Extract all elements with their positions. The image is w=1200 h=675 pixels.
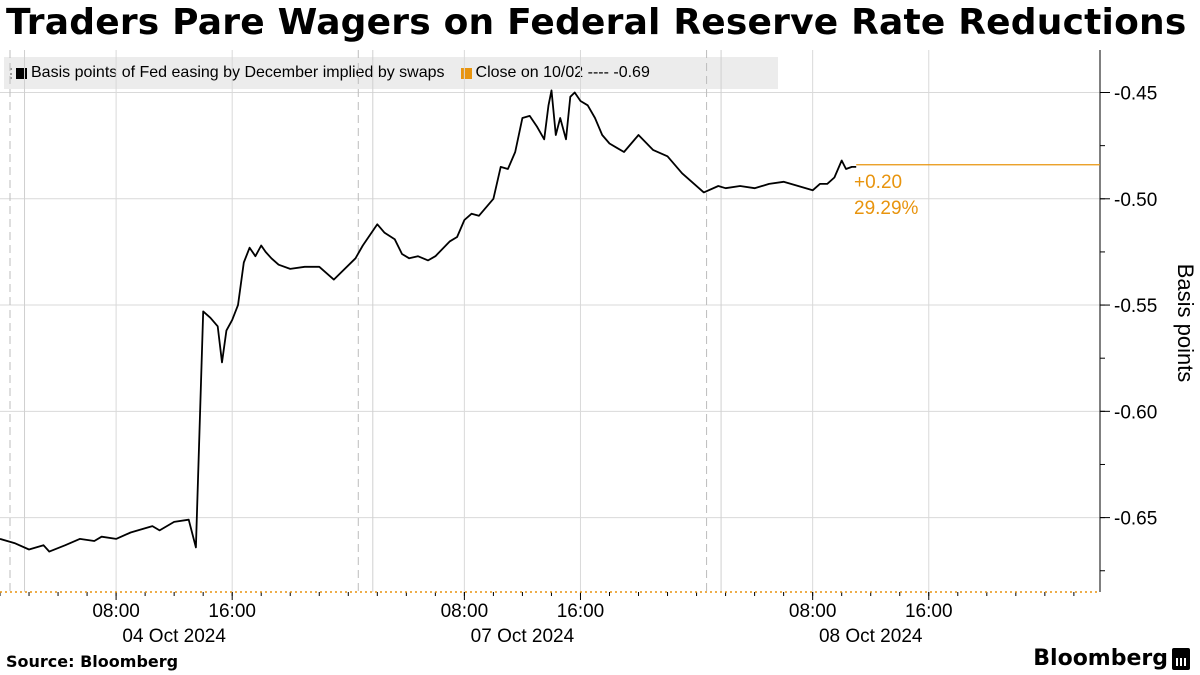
x-tick-label: 16:00 bbox=[905, 601, 953, 622]
x-tick-label: 08:00 bbox=[92, 601, 140, 622]
change-annotation: +0.20 bbox=[854, 172, 902, 193]
brand-logo: Bloomberg bbox=[1033, 646, 1190, 671]
legend-swatch-orange bbox=[460, 67, 472, 79]
grid bbox=[0, 50, 1100, 592]
axes: -0.45 -0.50 -0.55 -0.60 -0.65 08:00 16:00 08:00… bbox=[0, 50, 1157, 647]
legend-item-swaps: Basis points of Fed easing by December i… bbox=[10, 64, 445, 82]
y-tick-label: -0.50 bbox=[1114, 190, 1157, 211]
legend-swatch-black bbox=[16, 67, 27, 79]
source-note: Source: Bloomberg bbox=[6, 652, 179, 671]
percent-annotation: 29.29% bbox=[854, 198, 919, 219]
annotations: +0.20 29.29% bbox=[854, 172, 919, 219]
x-tick-label: 16:00 bbox=[557, 601, 605, 622]
brand-name: Bloomberg bbox=[1033, 646, 1168, 671]
legend-marker-icon bbox=[10, 67, 14, 79]
y-tick-label: -0.45 bbox=[1114, 84, 1157, 105]
x-date-label: 07 Oct 2024 bbox=[471, 626, 575, 647]
y-tick-label: -0.55 bbox=[1114, 296, 1157, 317]
chart-title: Traders Pare Wagers on Federal Reserve R… bbox=[6, 2, 1187, 43]
x-tick-label: 08:00 bbox=[441, 601, 489, 622]
series bbox=[0, 89, 1100, 593]
y-tick-label: -0.60 bbox=[1114, 402, 1157, 423]
x-tick-label: 16:00 bbox=[208, 601, 256, 622]
y-tick-label: -0.65 bbox=[1114, 509, 1157, 530]
x-date-label: 04 Oct 2024 bbox=[122, 626, 226, 647]
legend-item-close: Close on 10/02 ---- -0.69 bbox=[460, 64, 650, 82]
bloomberg-terminal-icon bbox=[1172, 647, 1190, 670]
x-date-label: 08 Oct 2024 bbox=[819, 626, 923, 647]
chart-legend: Basis points of Fed easing by December i… bbox=[4, 57, 778, 89]
swaps-series-line bbox=[0, 89, 857, 553]
x-tick-label: 08:00 bbox=[789, 601, 837, 622]
legend-label-swaps: Basis points of Fed easing by December i… bbox=[31, 64, 445, 81]
y-axis-label: Basis points bbox=[1173, 264, 1198, 383]
legend-label-close: Close on 10/02 ---- -0.69 bbox=[475, 64, 650, 81]
